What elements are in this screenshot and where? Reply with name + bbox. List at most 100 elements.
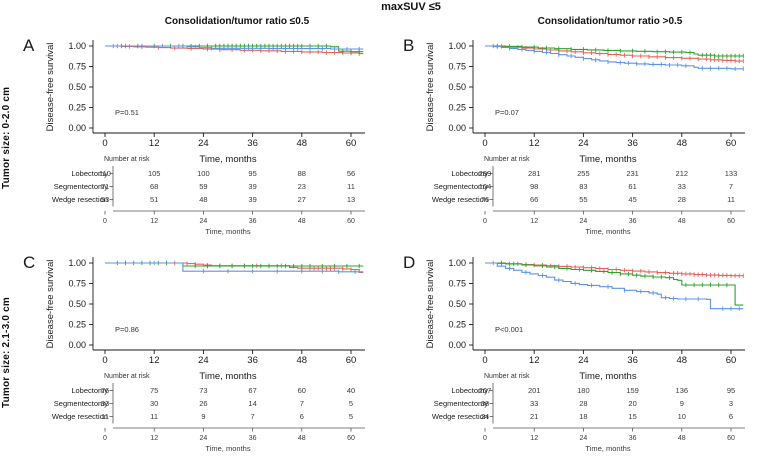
column-title-left: Consolidation/tumor ratio ≤0.5 — [164, 16, 310, 27]
risk-count: 33 — [530, 399, 538, 408]
risk-table-header: Number at risk — [484, 156, 530, 163]
x-tick-label: 12 — [529, 138, 540, 149]
risk-count: 104 — [479, 182, 492, 191]
risk-axis-tick-label: 0 — [483, 435, 487, 442]
x-axis-title: Time, months — [579, 371, 636, 382]
risk-count: 33 — [678, 182, 686, 191]
risk-count: 159 — [626, 386, 639, 395]
y-tick-label: 0.50 — [68, 299, 86, 309]
risk-row-label-segmentectomy: Segmentectomy — [434, 399, 488, 408]
risk-axis-tick-label: 24 — [580, 435, 588, 442]
risk-count: 88 — [298, 169, 306, 178]
panel-letter: B — [403, 36, 414, 55]
risk-count: 7 — [300, 399, 304, 408]
km-plot-c: C Disease-free survival 1.00 0.75 0.50 0.25 0.… — [23, 253, 365, 453]
risk-axis-tick-label: 24 — [200, 435, 208, 442]
risk-axis-title: Time, months — [205, 444, 250, 453]
km-plot-d: D Disease-free survival 1.00 0.75 0.50 0.25 0.… — [403, 253, 745, 453]
censor-marks-lobectomy — [492, 260, 744, 278]
y-axis-title: Disease-free survival — [425, 43, 436, 132]
row-title-bottom: Tumor size: 2.1-3.0 cm — [1, 297, 12, 408]
risk-count: 73 — [199, 386, 207, 395]
risk-axis-title: Time, months — [585, 227, 630, 236]
x-tick-label: 60 — [346, 138, 357, 149]
risk-count: 3 — [729, 399, 733, 408]
risk-table-header: Number at risk — [484, 373, 530, 380]
x-axis-title: Time, months — [199, 371, 256, 382]
risk-count: 6 — [729, 412, 733, 421]
risk-count: 207 — [479, 386, 492, 395]
y-tick-label: 0.50 — [68, 82, 86, 92]
risk-count: 33 — [101, 399, 109, 408]
censor-marks-wedge — [496, 44, 744, 71]
risk-count: 76 — [101, 386, 109, 395]
panel-c: C Disease-free survival 1.00 0.75 0.50 0.25 0.… — [20, 247, 384, 457]
risk-row-label-wedge: Wedge resection — [52, 195, 108, 204]
risk-count: 51 — [150, 195, 158, 204]
risk-axis-tick-label: 48 — [678, 218, 686, 225]
p-value-label: P=0.07 — [495, 108, 519, 117]
y-tick-label: 0.25 — [68, 103, 86, 113]
y-tick-label: 0.00 — [448, 340, 466, 350]
risk-count: 299 — [479, 169, 492, 178]
risk-axis-title: Time, months — [205, 227, 250, 236]
risk-axis-tick-label: 36 — [629, 435, 637, 442]
risk-count: 23 — [298, 182, 306, 191]
risk-count: 100 — [197, 169, 210, 178]
risk-count: 75 — [150, 386, 158, 395]
panel-d: D Disease-free survival 1.00 0.75 0.50 0.25 0.… — [400, 247, 764, 457]
risk-count: 28 — [579, 399, 587, 408]
y-tick-label: 0.25 — [448, 103, 466, 113]
x-tick-label: 0 — [102, 138, 107, 149]
risk-count: 105 — [148, 169, 161, 178]
risk-axis-tick-label: 60 — [347, 218, 355, 225]
risk-row-label-lobectomy: Lobectomy — [71, 386, 108, 395]
risk-axis-tick-label: 12 — [150, 218, 158, 225]
x-tick-label: 60 — [726, 138, 737, 149]
x-tick-label: 48 — [677, 355, 688, 366]
risk-count: 13 — [347, 195, 355, 204]
risk-axis-tick-label: 24 — [580, 218, 588, 225]
panel-a: A Disease-free survival 1.00 0.75 0.50 0.25 0.… — [20, 30, 384, 242]
risk-axis-tick-label: 0 — [103, 218, 107, 225]
risk-axis-tick-label: 48 — [298, 435, 306, 442]
x-tick-label: 48 — [297, 138, 308, 149]
p-value-label: P=0.86 — [115, 325, 139, 334]
risk-count: 39 — [248, 182, 256, 191]
risk-count: 180 — [577, 386, 590, 395]
risk-count: 76 — [481, 195, 489, 204]
risk-count: 231 — [626, 169, 639, 178]
y-tick-label: 0.50 — [448, 82, 466, 92]
risk-count: 67 — [248, 386, 256, 395]
risk-count: 11 — [347, 182, 355, 191]
x-tick-label: 12 — [529, 355, 540, 366]
risk-count: 68 — [150, 182, 158, 191]
survival-curve-lobectomy — [105, 45, 364, 55]
risk-count: 255 — [577, 169, 590, 178]
risk-count: 6 — [300, 412, 304, 421]
y-axis-title: Disease-free survival — [425, 260, 436, 349]
risk-count: 95 — [248, 169, 256, 178]
risk-count: 5 — [349, 399, 353, 408]
x-tick-label: 0 — [482, 355, 487, 366]
risk-count: 56 — [347, 169, 355, 178]
km-plot-b: B Disease-free survival 1.00 0.75 0.50 0.25 0.… — [403, 36, 745, 236]
survival-curve-wedge — [105, 262, 364, 273]
risk-table-header: Number at risk — [104, 373, 150, 380]
p-value-label: P=0.51 — [115, 108, 139, 117]
censor-marks-wedge — [112, 43, 360, 52]
y-tick-label: 0.00 — [68, 123, 86, 133]
x-tick-label: 36 — [627, 138, 638, 149]
x-tick-label: 48 — [297, 355, 308, 366]
risk-count: 212 — [676, 169, 689, 178]
risk-count: 95 — [727, 386, 735, 395]
y-tick-label: 0.75 — [68, 62, 86, 72]
risk-axis-tick-label: 36 — [249, 218, 257, 225]
y-tick-label: 0.25 — [68, 320, 86, 330]
risk-row-label-segmentectomy: Segmentectomy — [54, 182, 108, 191]
risk-axis-tick-label: 36 — [629, 218, 637, 225]
x-tick-label: 48 — [677, 138, 688, 149]
y-tick-label: 0.00 — [448, 123, 466, 133]
risk-table-header: Number at risk — [104, 156, 150, 163]
